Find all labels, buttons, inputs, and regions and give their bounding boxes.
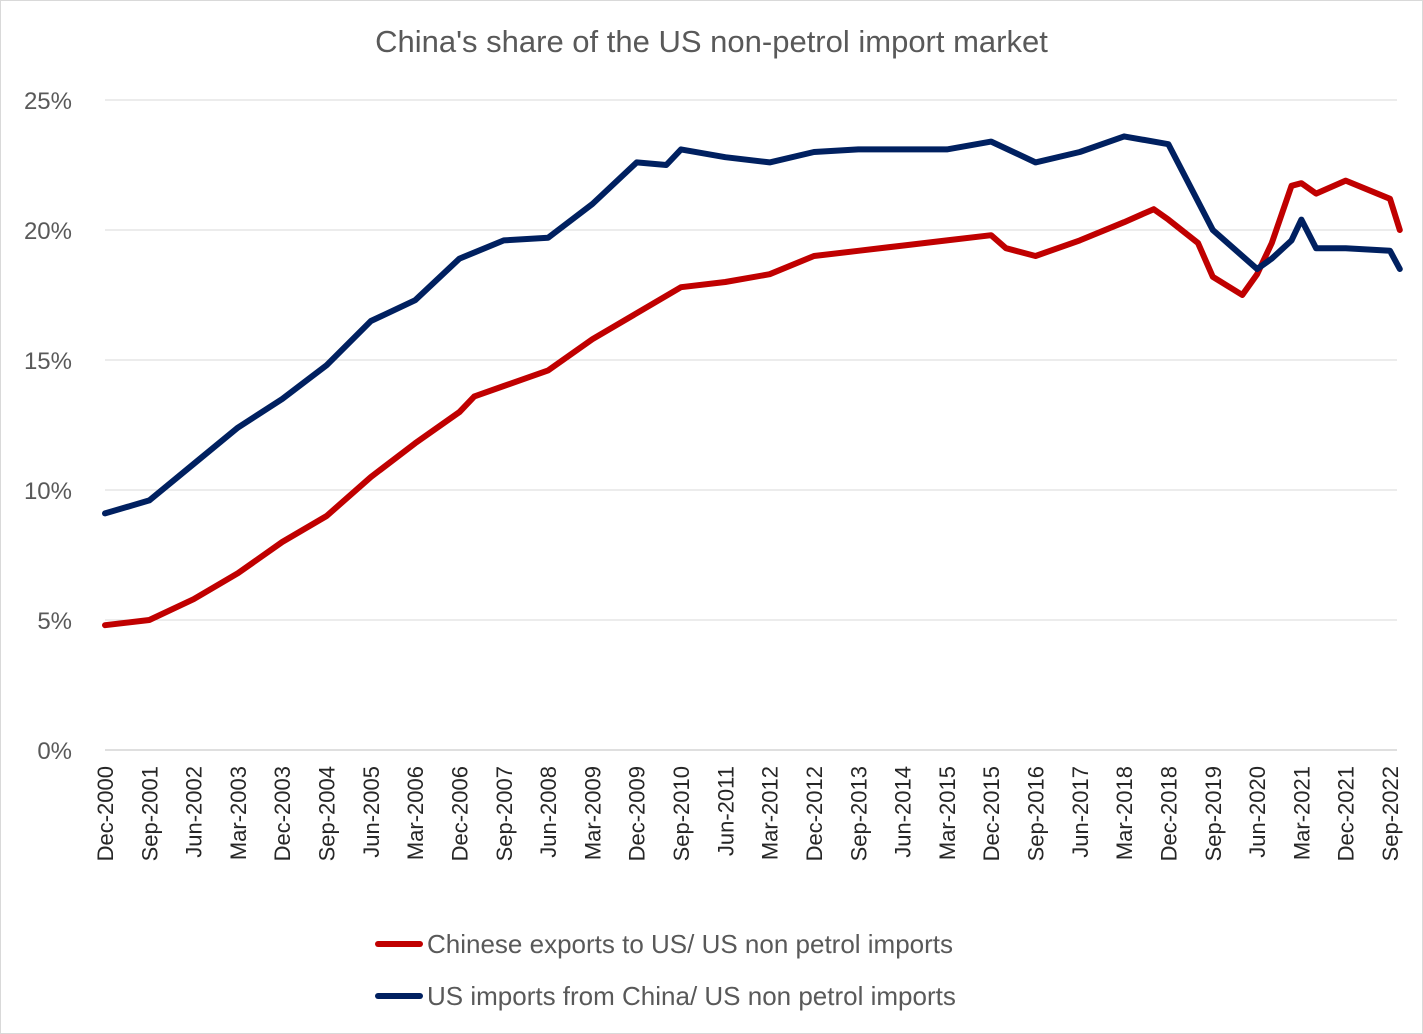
x-tick-label: Dec-2012 [802, 766, 827, 861]
x-tick-label: Sep-2007 [492, 766, 517, 861]
x-tick-label: Sep-2004 [315, 766, 340, 861]
x-tick-label: Jun-2014 [891, 766, 916, 858]
x-tick-label: Jun-2011 [713, 766, 738, 856]
y-tick-label: 5% [37, 608, 72, 635]
x-tick-label: Sep-2010 [669, 766, 694, 861]
chart-title: China's share of the US non-petrol impor… [375, 24, 1048, 59]
legend-label: US imports from China/ US non petrol imp… [427, 981, 956, 1011]
x-tick-label: Mar-2009 [580, 766, 605, 860]
x-tick-label: Jun-2017 [1068, 766, 1093, 858]
series-line-us-imports [102, 133, 1403, 517]
series-line-chinese-exports [102, 177, 1403, 629]
x-tick-label: Sep-2016 [1024, 766, 1049, 861]
x-tick-label: Sep-2001 [137, 766, 162, 861]
y-tick-label: 0% [37, 738, 72, 765]
y-tick-label: 20% [24, 218, 72, 245]
x-tick-label: Mar-2015 [935, 766, 960, 860]
legend-label: Chinese exports to US/ US non petrol imp… [427, 929, 954, 959]
x-tick-label: Dec-2009 [625, 766, 650, 861]
legend-item-chinese-exports: Chinese exports to US/ US non petrol imp… [375, 927, 953, 961]
x-tick-label: Sep-2022 [1378, 766, 1403, 861]
x-tick-label: Mar-2003 [226, 766, 251, 860]
x-tick-label: Sep-2019 [1201, 766, 1226, 861]
y-tick-label: 25% [24, 88, 72, 115]
x-tick-label: Jun-2020 [1245, 766, 1270, 858]
x-tick-label: Dec-2000 [93, 766, 118, 861]
x-tick-label: Jun-2005 [359, 766, 384, 858]
x-tick-label: Mar-2012 [758, 766, 783, 860]
x-tick-label: Dec-2018 [1156, 766, 1181, 861]
legend-item-us-imports: US imports from China/ US non petrol imp… [375, 979, 956, 1013]
x-tick-label: Dec-2021 [1334, 766, 1359, 861]
x-tick-label: Mar-2021 [1289, 766, 1314, 860]
x-tick-label: Dec-2015 [979, 766, 1004, 861]
x-tick-label: Dec-2006 [447, 766, 472, 861]
y-tick-label: 15% [24, 348, 72, 375]
x-tick-label: Jun-2002 [182, 766, 207, 858]
legend-swatch-red [375, 941, 423, 947]
x-tick-label: Mar-2006 [403, 766, 428, 860]
y-tick-label: 10% [24, 478, 72, 505]
x-tick-label: Dec-2003 [270, 766, 295, 861]
x-tick-label: Mar-2018 [1112, 766, 1137, 860]
x-tick-label: Sep-2013 [846, 766, 871, 861]
legend-swatch-navy [375, 993, 423, 999]
x-tick-label: Jun-2008 [536, 766, 561, 858]
